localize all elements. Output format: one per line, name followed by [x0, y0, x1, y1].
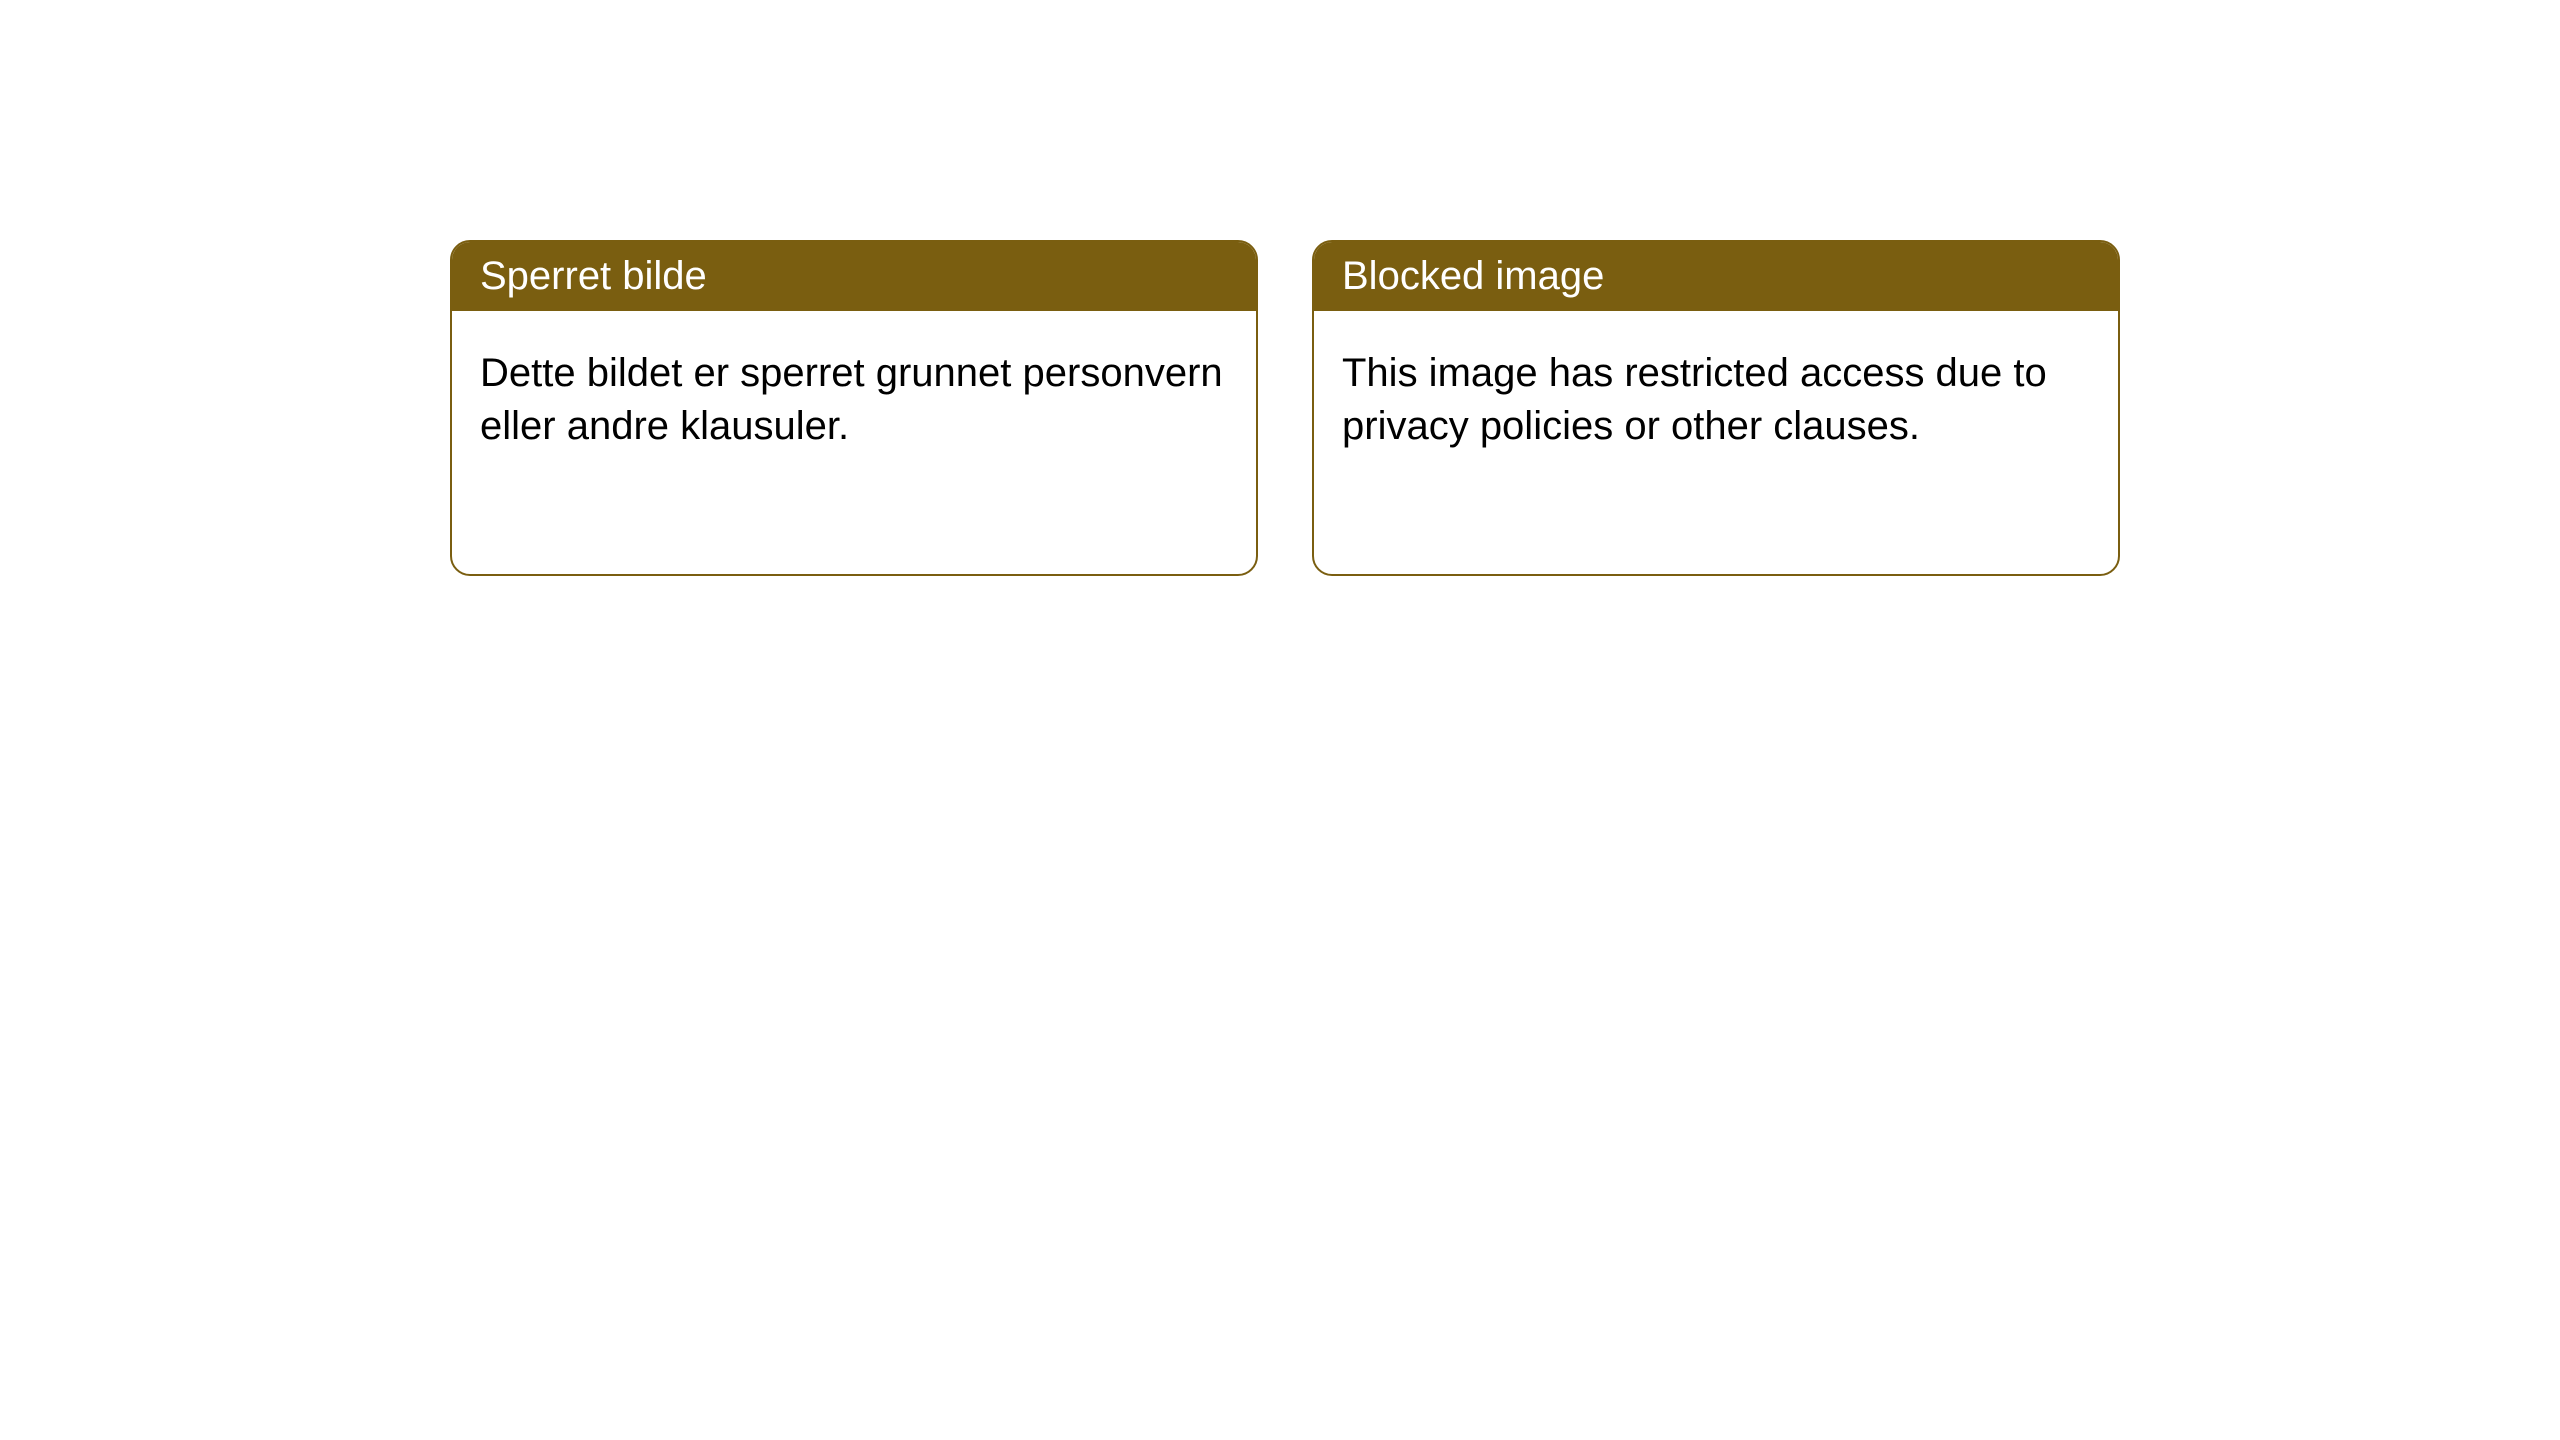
notice-body: Dette bildet er sperret grunnet personve… [452, 311, 1256, 489]
notice-container: Sperret bilde Dette bildet er sperret gr… [0, 0, 2560, 576]
notice-header: Blocked image [1314, 242, 2118, 311]
notice-card-norwegian: Sperret bilde Dette bildet er sperret gr… [450, 240, 1258, 576]
notice-header: Sperret bilde [452, 242, 1256, 311]
notice-body: This image has restricted access due to … [1314, 311, 2118, 489]
notice-card-english: Blocked image This image has restricted … [1312, 240, 2120, 576]
